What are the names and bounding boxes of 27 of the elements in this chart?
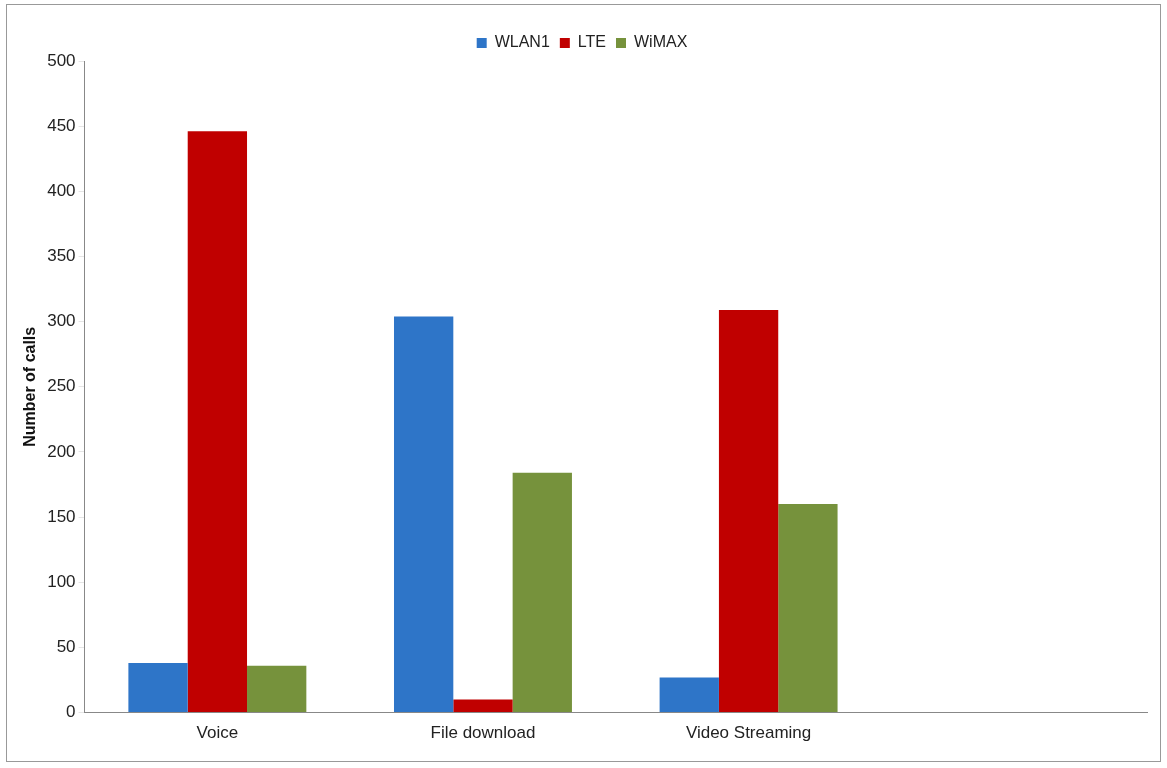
bar: [128, 663, 188, 713]
legend-label: WiMAX: [633, 33, 688, 51]
bar: [659, 677, 719, 713]
y-tick-label: 150: [47, 506, 76, 526]
y-tick-label: 350: [47, 246, 76, 266]
y-tick-label: 300: [47, 311, 76, 331]
bar: [453, 699, 513, 713]
y-tick-label: 250: [47, 376, 76, 396]
x-tick-label: File download: [430, 723, 536, 743]
x-tick-label: Video Streaming: [685, 723, 812, 743]
bar: [394, 316, 454, 713]
x-tick-label: Voice: [196, 723, 239, 743]
bar: [247, 665, 307, 713]
y-tick-label: 200: [47, 441, 76, 461]
y-axis-title: Number of calls: [21, 326, 39, 447]
bar: [512, 472, 572, 713]
legend-label: WLAN1: [494, 33, 550, 51]
y-tick-label: 400: [47, 181, 76, 201]
bar: [778, 504, 838, 713]
y-tick-label: 0: [66, 702, 76, 722]
legend-label: LTE: [577, 33, 606, 51]
y-tick-label: 500: [47, 50, 76, 70]
y-tick-label: 50: [56, 637, 76, 657]
y-tick-label: 450: [47, 115, 76, 135]
bar: [187, 131, 248, 713]
y-tick-label: 100: [47, 571, 76, 591]
bar: [718, 309, 779, 713]
